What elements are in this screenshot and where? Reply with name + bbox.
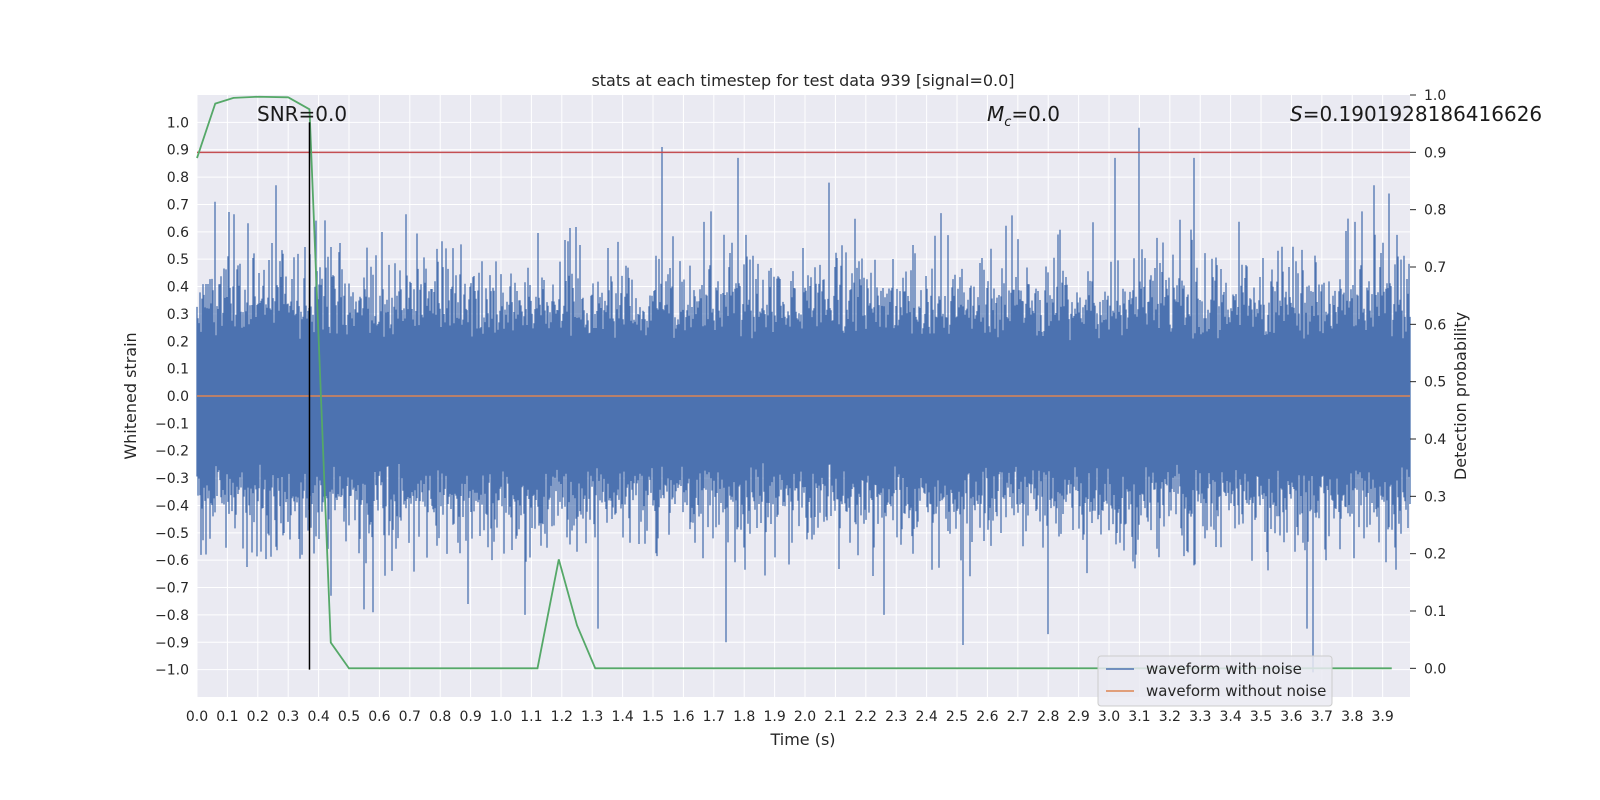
x-tick-label: 1.6 (672, 709, 694, 725)
score-annotation: S=0.1901928186416626 (1290, 102, 1542, 126)
y-tick-label: −1.0 (155, 663, 189, 679)
chart-title: stats at each timestep for test data 939… (591, 71, 1014, 90)
y-tick-label: 0.0 (167, 389, 189, 405)
y-tick-label: 0.8 (167, 170, 189, 186)
mc-symbol: M (987, 102, 1004, 126)
x-tick-label: 0.6 (368, 709, 390, 725)
x-tick-label: 3.2 (1159, 709, 1181, 725)
y-tick-label: 0.1 (167, 362, 189, 378)
y-tick-label: −0.3 (155, 471, 189, 487)
legend-label-noise: waveform with noise (1146, 660, 1302, 678)
y2-tick-label: 0.3 (1424, 489, 1446, 505)
y2-tick-label: 0.2 (1424, 547, 1446, 563)
y2-tick-label: 0.4 (1424, 432, 1446, 448)
legend: waveform with noise waveform without noi… (1097, 655, 1333, 707)
y-tick-label: 0.7 (167, 197, 189, 213)
x-tick-label: 0.4 (307, 709, 329, 725)
y-tick-label: 0.6 (167, 225, 189, 241)
chirp-mass-annotation: Mc=0.0 (987, 102, 1060, 130)
detection-probability-line (196, 95, 1392, 670)
x-tick-label: 2.1 (824, 709, 846, 725)
y-tick-label: 0.9 (167, 143, 189, 159)
y2-tick-label: 0.1 (1424, 604, 1446, 620)
y-tick-label: −0.9 (155, 635, 189, 651)
y-tick-label: −0.6 (155, 553, 189, 569)
x-tick-label: 0.8 (429, 709, 451, 725)
x-tick-label: 2.6 (976, 709, 998, 725)
y-tick-label: −0.4 (155, 498, 189, 514)
x-tick-label: 3.8 (1341, 709, 1363, 725)
x-tick-label: 2.0 (794, 709, 816, 725)
x-tick-label: 2.4 (915, 709, 937, 725)
x-tick-label: 3.9 (1372, 709, 1394, 725)
legend-label-clean: waveform without noise (1146, 682, 1326, 700)
waveform-with-noise-line (196, 127, 1411, 673)
x-tick-label: 1.5 (642, 709, 664, 725)
y-tick-label: 1.0 (167, 115, 189, 131)
y2-tick-label: 0.5 (1424, 375, 1446, 391)
x-tick-label: 1.8 (733, 709, 755, 725)
x-tick-label: 1.3 (581, 709, 603, 725)
x-tick-label: 3.4 (1220, 709, 1242, 725)
y2-tick-label: 0.8 (1424, 203, 1446, 219)
noise-trace-path (196, 127, 1411, 673)
x-tick-label: 2.3 (885, 709, 907, 725)
x-tick-label: 2.2 (855, 709, 877, 725)
tick-layer: 0.0 0.1 0.2 0.3 0.4 0.5 0.6 0.7 0.8 0.9 1.0 1.1 1.2 1… (155, 88, 1446, 725)
x-tick-label: 3.6 (1280, 709, 1302, 725)
y2-tick-label: 0.7 (1424, 260, 1446, 276)
s-symbol: S (1290, 102, 1303, 126)
x-tick-label: 0.0 (186, 709, 208, 725)
x-tick-label: 3.0 (1098, 709, 1120, 725)
mc-value: =0.0 (1011, 102, 1060, 126)
series-layer (196, 95, 1410, 670)
x-tick-label: 1.2 (551, 709, 573, 725)
x-tick-label: 0.2 (247, 709, 269, 725)
legend-box (1097, 655, 1333, 707)
x-tick-label: 0.9 (459, 709, 481, 725)
x-tick-label: 1.1 (520, 709, 542, 725)
x-tick-label: 2.5 (946, 709, 968, 725)
x-tick-label: 2.7 (1007, 709, 1029, 725)
x-tick-label: 2.8 (1037, 709, 1059, 725)
x-tick-label: 0.7 (399, 709, 421, 725)
snr-annotation: SNR=0.0 (257, 102, 347, 126)
x-tick-label: 0.5 (338, 709, 360, 725)
y2-tick-label: 0.9 (1424, 145, 1446, 161)
y-tick-label: 0.4 (167, 280, 189, 296)
x-tick-label: 2.9 (1067, 709, 1089, 725)
x-tick-label: 1.7 (703, 709, 725, 725)
y-axis-label: Whitened strain (121, 332, 140, 459)
x-tick-label: 3.1 (1128, 709, 1150, 725)
x-tick-label: 0.1 (216, 709, 238, 725)
x-axis-label: Time (s) (769, 730, 835, 749)
x-tick-label: 0.3 (277, 709, 299, 725)
y-tick-label: 0.5 (167, 252, 189, 268)
mc-subscript: c (1004, 115, 1011, 130)
x-tick-label: 1.4 (611, 709, 633, 725)
y-tick-label: −0.5 (155, 526, 189, 542)
x-tick-label: 3.5 (1250, 709, 1272, 725)
y-tick-label: −0.2 (155, 444, 189, 460)
x-tick-label: 3.3 (1189, 709, 1211, 725)
y-tick-label: −0.7 (155, 581, 189, 597)
x-tick-label: 3.7 (1311, 709, 1333, 725)
y-tick-label: −0.1 (155, 416, 189, 432)
y2-tick-label: 0.6 (1424, 317, 1446, 333)
y-tick-label: 0.2 (167, 334, 189, 350)
y-tick-label: −0.8 (155, 608, 189, 624)
s-value: =0.1901928186416626 (1303, 102, 1542, 126)
x-tick-label: 1.9 (763, 709, 785, 725)
y2-tick-label: 1.0 (1424, 88, 1446, 104)
x-tick-label: 1.0 (490, 709, 512, 725)
y2-tick-label: 0.0 (1424, 661, 1446, 677)
y-tick-label: 0.3 (167, 307, 189, 323)
y2-axis-label: Detection probability (1451, 312, 1470, 480)
